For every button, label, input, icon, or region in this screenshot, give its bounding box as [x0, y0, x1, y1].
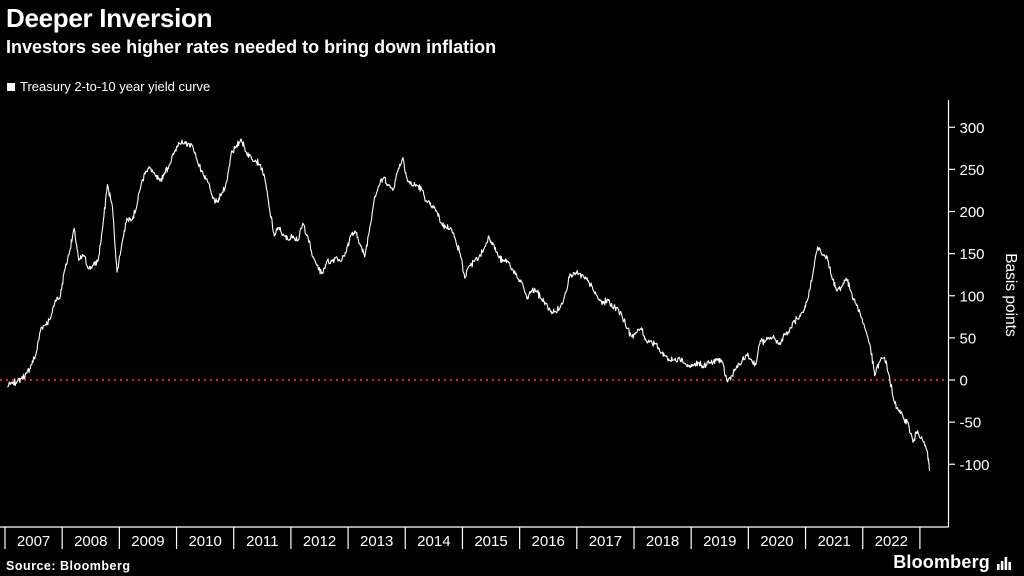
y-tick-label: -50: [960, 415, 982, 432]
x-tick-label: 2019: [703, 533, 736, 550]
y-tick-label: -100: [960, 457, 990, 474]
bloomberg-logo-icon: [997, 556, 1011, 570]
x-tick-label: 2021: [817, 533, 850, 550]
y-axis-title: Basis points: [1002, 253, 1019, 337]
x-tick-label: 2015: [474, 533, 507, 550]
x-tick-label: 2008: [74, 533, 107, 550]
x-tick-label: 2012: [303, 533, 336, 550]
x-tick-label: 2022: [875, 533, 908, 550]
x-tick-label: 2018: [646, 533, 679, 550]
x-tick-label: 2010: [188, 533, 221, 550]
chart-legend: Treasury 2-to-10 year yield curve: [7, 79, 210, 94]
y-tick-label: 250: [960, 162, 985, 179]
x-tick-label: 2007: [17, 533, 50, 550]
series-line: [7, 138, 931, 472]
page-subtitle: Investors see higher rates needed to bri…: [6, 37, 497, 57]
x-tick-label: 2017: [589, 533, 622, 550]
bloomberg-wordmark: Bloomberg: [893, 552, 990, 572]
x-tick-label: 2014: [417, 533, 450, 550]
y-tick-label: 300: [960, 120, 985, 137]
legend-label: Treasury 2-to-10 year yield curve: [20, 79, 211, 94]
y-tick-label: 50: [960, 330, 977, 347]
x-tick-label: 2016: [532, 533, 565, 550]
x-tick-label: 2009: [131, 533, 164, 550]
x-tick-label: 2011: [246, 533, 278, 550]
y-tick-label: 150: [960, 246, 985, 263]
bloomberg-brand: Bloomberg: [893, 552, 1012, 573]
legend-square-icon: [7, 82, 15, 91]
y-tick-label: 0: [960, 373, 968, 390]
source-note: Source: Bloomberg: [6, 559, 131, 573]
y-tick-label: 100: [960, 288, 985, 305]
y-tick-label: 200: [960, 204, 985, 221]
page-title: Deeper Inversion: [6, 3, 213, 33]
x-tick-label: 2013: [360, 533, 393, 550]
x-tick-label: 2020: [760, 533, 793, 550]
